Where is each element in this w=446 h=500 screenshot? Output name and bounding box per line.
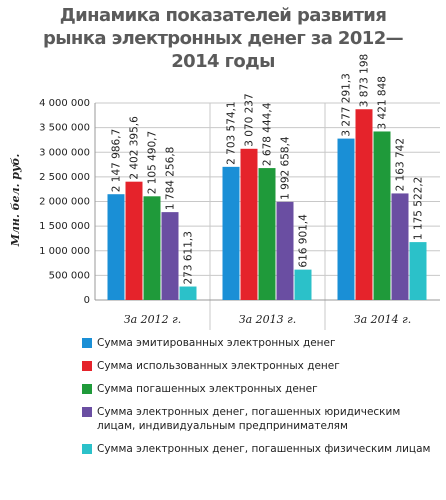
bar (391, 193, 409, 300)
legend: Сумма эмитированных электронных денег Сум… (82, 336, 437, 465)
y-tick-label: 1 000 000 (39, 246, 90, 257)
legend-swatch (82, 338, 92, 348)
legend-label: Сумма использованных электронных денег (97, 360, 340, 372)
bar (373, 131, 391, 300)
value-label: 616 901,4 (298, 214, 310, 268)
value-label: 2 678 444,4 (262, 102, 274, 166)
bar (222, 166, 240, 300)
chart: Млн. бел. руб. 0 500 000 1 000 000 1 500 00… (9, 54, 440, 330)
bar (125, 181, 143, 300)
bar (276, 201, 294, 300)
value-label: 1 992 658,4 (280, 136, 292, 200)
legend-swatch (82, 384, 92, 394)
y-tick-label: 2 000 000 (39, 197, 90, 208)
legend-label: Сумма электронных денег, погашенных физи… (97, 443, 431, 455)
y-axis-label: Млн. бел. руб. (9, 154, 22, 248)
value-label: 2 105 490,7 (147, 131, 159, 194)
value-label: 3 421 848 (377, 76, 389, 129)
legend-item: Сумма использованных электронных денег (82, 359, 437, 373)
bar (355, 109, 373, 300)
legend-swatch (82, 407, 92, 417)
y-tick-label: 0 (84, 295, 90, 306)
value-label: 273 611,3 (183, 231, 195, 284)
legend-item: Сумма погашенных электронных денег (82, 382, 437, 396)
value-label: 2 402 395,6 (129, 116, 141, 180)
value-label: 3 277 291,3 (341, 73, 353, 136)
y-tick-label: 4 000 000 (39, 98, 90, 109)
value-label: 2 703 574,1 (226, 101, 238, 164)
bar (179, 286, 197, 300)
legend-item: Сумма эмитированных электронных денег (82, 336, 437, 350)
y-tick-label: 500 000 (49, 270, 90, 281)
legend-item: Сумма электронных денег, погашенных юрид… (82, 405, 437, 433)
bar (240, 148, 258, 300)
x-tick-label: За 2013 г. (239, 313, 296, 326)
y-tick-label: 3 500 000 (39, 123, 90, 134)
bar (143, 196, 161, 300)
x-tick-label: За 2012 г. (124, 313, 181, 326)
legend-swatch (82, 361, 92, 371)
bar (107, 194, 125, 300)
value-label: 1 784 256,8 (165, 147, 177, 210)
bar (161, 212, 179, 300)
value-label: 2 163 742 (395, 138, 407, 191)
value-label: 2 147 986,7 (111, 129, 123, 192)
y-tick-label: 3 000 000 (39, 147, 90, 158)
legend-label: Сумма погашенных электронных денег (97, 383, 318, 395)
bar (409, 242, 427, 300)
legend-label: Сумма электронных денег, погашенных юрид… (97, 406, 401, 432)
chart-title: Динамика показателей развития рынка элек… (42, 5, 404, 72)
bar (294, 269, 312, 300)
y-tick-label: 1 500 000 (39, 221, 90, 232)
bar (258, 168, 276, 300)
value-label: 1 175 522,2 (413, 177, 425, 240)
legend-label: Сумма эмитированных электронных денег (97, 337, 336, 349)
bar (337, 138, 355, 300)
legend-item: Сумма электронных денег, погашенных физи… (82, 442, 437, 456)
value-label: 3 070 237 (244, 93, 256, 146)
legend-swatch (82, 444, 92, 454)
value-label: 3 873 198 (359, 54, 371, 107)
y-tick-label: 2 500 000 (39, 172, 90, 183)
x-tick-label: За 2014 г. (354, 313, 411, 326)
